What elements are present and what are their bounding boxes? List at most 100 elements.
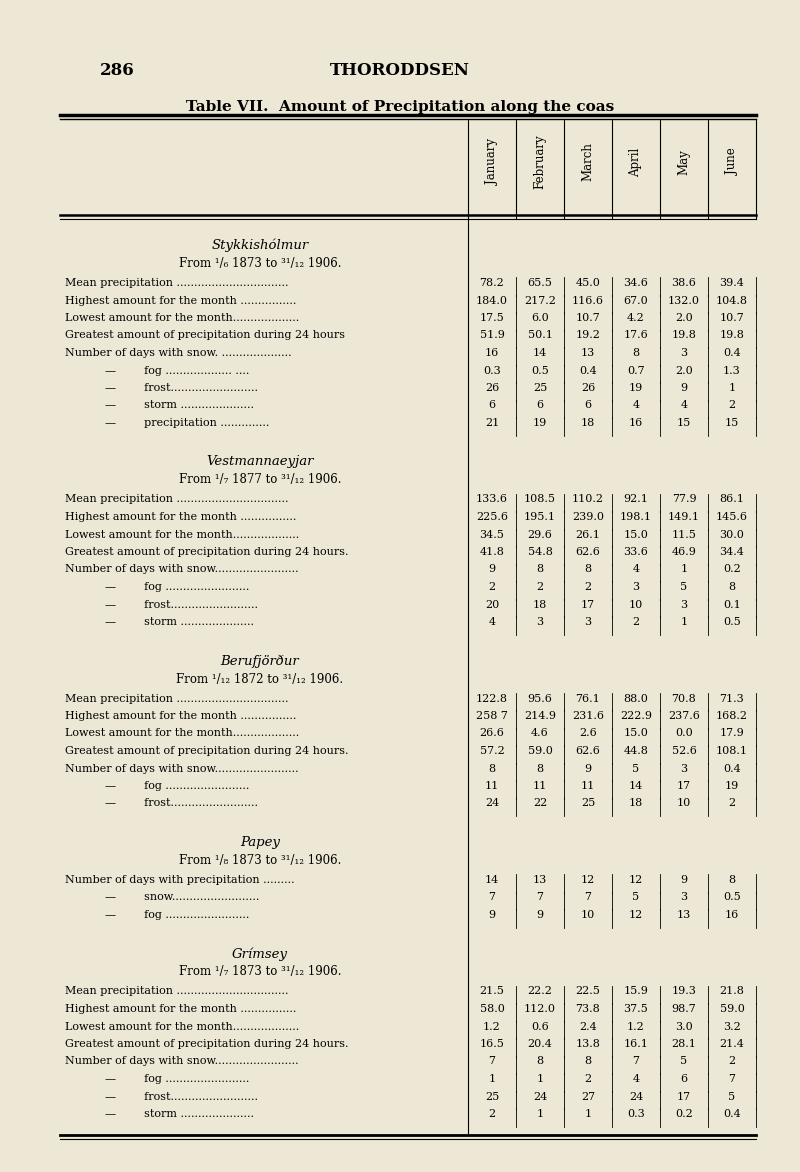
Text: 58.0: 58.0 xyxy=(479,1004,505,1014)
Text: Lowest amount for the month...................: Lowest amount for the month.............… xyxy=(65,530,299,539)
Text: 0.3: 0.3 xyxy=(627,1109,645,1119)
Text: 17.5: 17.5 xyxy=(480,313,504,323)
Text: 6: 6 xyxy=(537,401,543,410)
Text: 16.1: 16.1 xyxy=(623,1040,649,1049)
Text: Mean precipitation ................................: Mean precipitation .....................… xyxy=(65,694,289,703)
Text: From ¹/₇ 1877 to ³¹/₁₂ 1906.: From ¹/₇ 1877 to ³¹/₁₂ 1906. xyxy=(178,473,342,486)
Text: 145.6: 145.6 xyxy=(716,512,748,522)
Text: Number of days with snow........................: Number of days with snow................… xyxy=(65,1056,298,1067)
Text: Lowest amount for the month...................: Lowest amount for the month.............… xyxy=(65,1022,299,1031)
Text: 15.0: 15.0 xyxy=(623,530,649,539)
Text: 3.0: 3.0 xyxy=(675,1022,693,1031)
Text: Highest amount for the month ................: Highest amount for the month ...........… xyxy=(65,1004,296,1014)
Text: 16: 16 xyxy=(485,348,499,357)
Text: 19.2: 19.2 xyxy=(575,331,601,341)
Text: —        fog ........................: — fog ........................ xyxy=(105,909,250,920)
Text: 195.1: 195.1 xyxy=(524,512,556,522)
Text: 112.0: 112.0 xyxy=(524,1004,556,1014)
Text: 18: 18 xyxy=(533,600,547,609)
Text: 16: 16 xyxy=(725,909,739,920)
Text: 3: 3 xyxy=(633,582,639,592)
Text: Mean precipitation ................................: Mean precipitation .....................… xyxy=(65,278,289,288)
Text: 22.5: 22.5 xyxy=(575,987,601,996)
Text: 26.6: 26.6 xyxy=(479,729,505,738)
Text: 13: 13 xyxy=(533,875,547,885)
Text: 149.1: 149.1 xyxy=(668,512,700,522)
Text: 10: 10 xyxy=(677,798,691,809)
Text: 4: 4 xyxy=(633,1074,639,1084)
Text: 1: 1 xyxy=(681,616,687,627)
Text: 237.6: 237.6 xyxy=(668,711,700,721)
Text: 8: 8 xyxy=(537,763,543,774)
Text: —        fog ........................: — fog ........................ xyxy=(105,582,250,592)
Text: Number of days with precipitation .........: Number of days with precipitation ......… xyxy=(65,875,294,885)
Text: 2: 2 xyxy=(729,1056,735,1067)
Text: 3: 3 xyxy=(585,616,591,627)
Text: 231.6: 231.6 xyxy=(572,711,604,721)
Text: 7: 7 xyxy=(585,893,591,902)
Text: 116.6: 116.6 xyxy=(572,295,604,306)
Text: 1.2: 1.2 xyxy=(483,1022,501,1031)
Text: 34.4: 34.4 xyxy=(719,547,745,557)
Text: 54.8: 54.8 xyxy=(527,547,553,557)
Text: 0.2: 0.2 xyxy=(675,1109,693,1119)
Text: 7: 7 xyxy=(489,1056,495,1067)
Text: 3: 3 xyxy=(681,763,687,774)
Text: Number of days with snow. ....................: Number of days with snow. ..............… xyxy=(65,348,292,357)
Text: March: March xyxy=(582,143,594,182)
Text: 95.6: 95.6 xyxy=(527,694,553,703)
Text: 0.4: 0.4 xyxy=(723,348,741,357)
Text: 62.6: 62.6 xyxy=(575,547,601,557)
Text: 132.0: 132.0 xyxy=(668,295,700,306)
Text: 78.2: 78.2 xyxy=(480,278,504,288)
Text: 92.1: 92.1 xyxy=(623,495,649,504)
Text: 19: 19 xyxy=(533,418,547,428)
Text: 184.0: 184.0 xyxy=(476,295,508,306)
Text: 198.1: 198.1 xyxy=(620,512,652,522)
Text: 17.9: 17.9 xyxy=(720,729,744,738)
Text: 4: 4 xyxy=(633,401,639,410)
Text: 25: 25 xyxy=(581,798,595,809)
Text: 1.3: 1.3 xyxy=(723,366,741,375)
Text: 76.1: 76.1 xyxy=(576,694,600,703)
Text: February: February xyxy=(534,135,546,190)
Text: 8: 8 xyxy=(729,582,735,592)
Text: 59.0: 59.0 xyxy=(527,747,553,756)
Text: 17: 17 xyxy=(581,600,595,609)
Text: 14: 14 xyxy=(533,348,547,357)
Text: 222.9: 222.9 xyxy=(620,711,652,721)
Text: 0.2: 0.2 xyxy=(723,565,741,574)
Text: Number of days with snow........................: Number of days with snow................… xyxy=(65,763,298,774)
Text: 71.3: 71.3 xyxy=(720,694,744,703)
Text: 34.5: 34.5 xyxy=(479,530,505,539)
Text: 65.5: 65.5 xyxy=(527,278,553,288)
Text: —        storm .....................: — storm ..................... xyxy=(105,616,254,627)
Text: 67.0: 67.0 xyxy=(624,295,648,306)
Text: —        storm .....................: — storm ..................... xyxy=(105,1109,254,1119)
Text: Grímsey: Grímsey xyxy=(232,947,288,961)
Text: 6: 6 xyxy=(681,1074,687,1084)
Text: 57.2: 57.2 xyxy=(480,747,504,756)
Text: 77.9: 77.9 xyxy=(672,495,696,504)
Text: 2: 2 xyxy=(537,582,543,592)
Text: 26: 26 xyxy=(581,383,595,393)
Text: Table VII.  Amount of Precipitation along the coas: Table VII. Amount of Precipitation along… xyxy=(186,100,614,114)
Text: 8: 8 xyxy=(537,565,543,574)
Text: 8: 8 xyxy=(585,565,591,574)
Text: 6: 6 xyxy=(585,401,591,410)
Text: 258 7: 258 7 xyxy=(476,711,508,721)
Text: —        precipitation ..............: — precipitation .............. xyxy=(105,418,270,428)
Text: —        fog ........................: — fog ........................ xyxy=(105,1074,250,1084)
Text: 225.6: 225.6 xyxy=(476,512,508,522)
Text: 11: 11 xyxy=(533,781,547,791)
Text: 59.0: 59.0 xyxy=(719,1004,745,1014)
Text: 13.8: 13.8 xyxy=(575,1040,601,1049)
Text: 9: 9 xyxy=(489,565,495,574)
Text: 168.2: 168.2 xyxy=(716,711,748,721)
Text: 1.2: 1.2 xyxy=(627,1022,645,1031)
Text: 16.5: 16.5 xyxy=(479,1040,505,1049)
Text: 0.3: 0.3 xyxy=(483,366,501,375)
Text: 108.5: 108.5 xyxy=(524,495,556,504)
Text: 122.8: 122.8 xyxy=(476,694,508,703)
Text: 2: 2 xyxy=(729,401,735,410)
